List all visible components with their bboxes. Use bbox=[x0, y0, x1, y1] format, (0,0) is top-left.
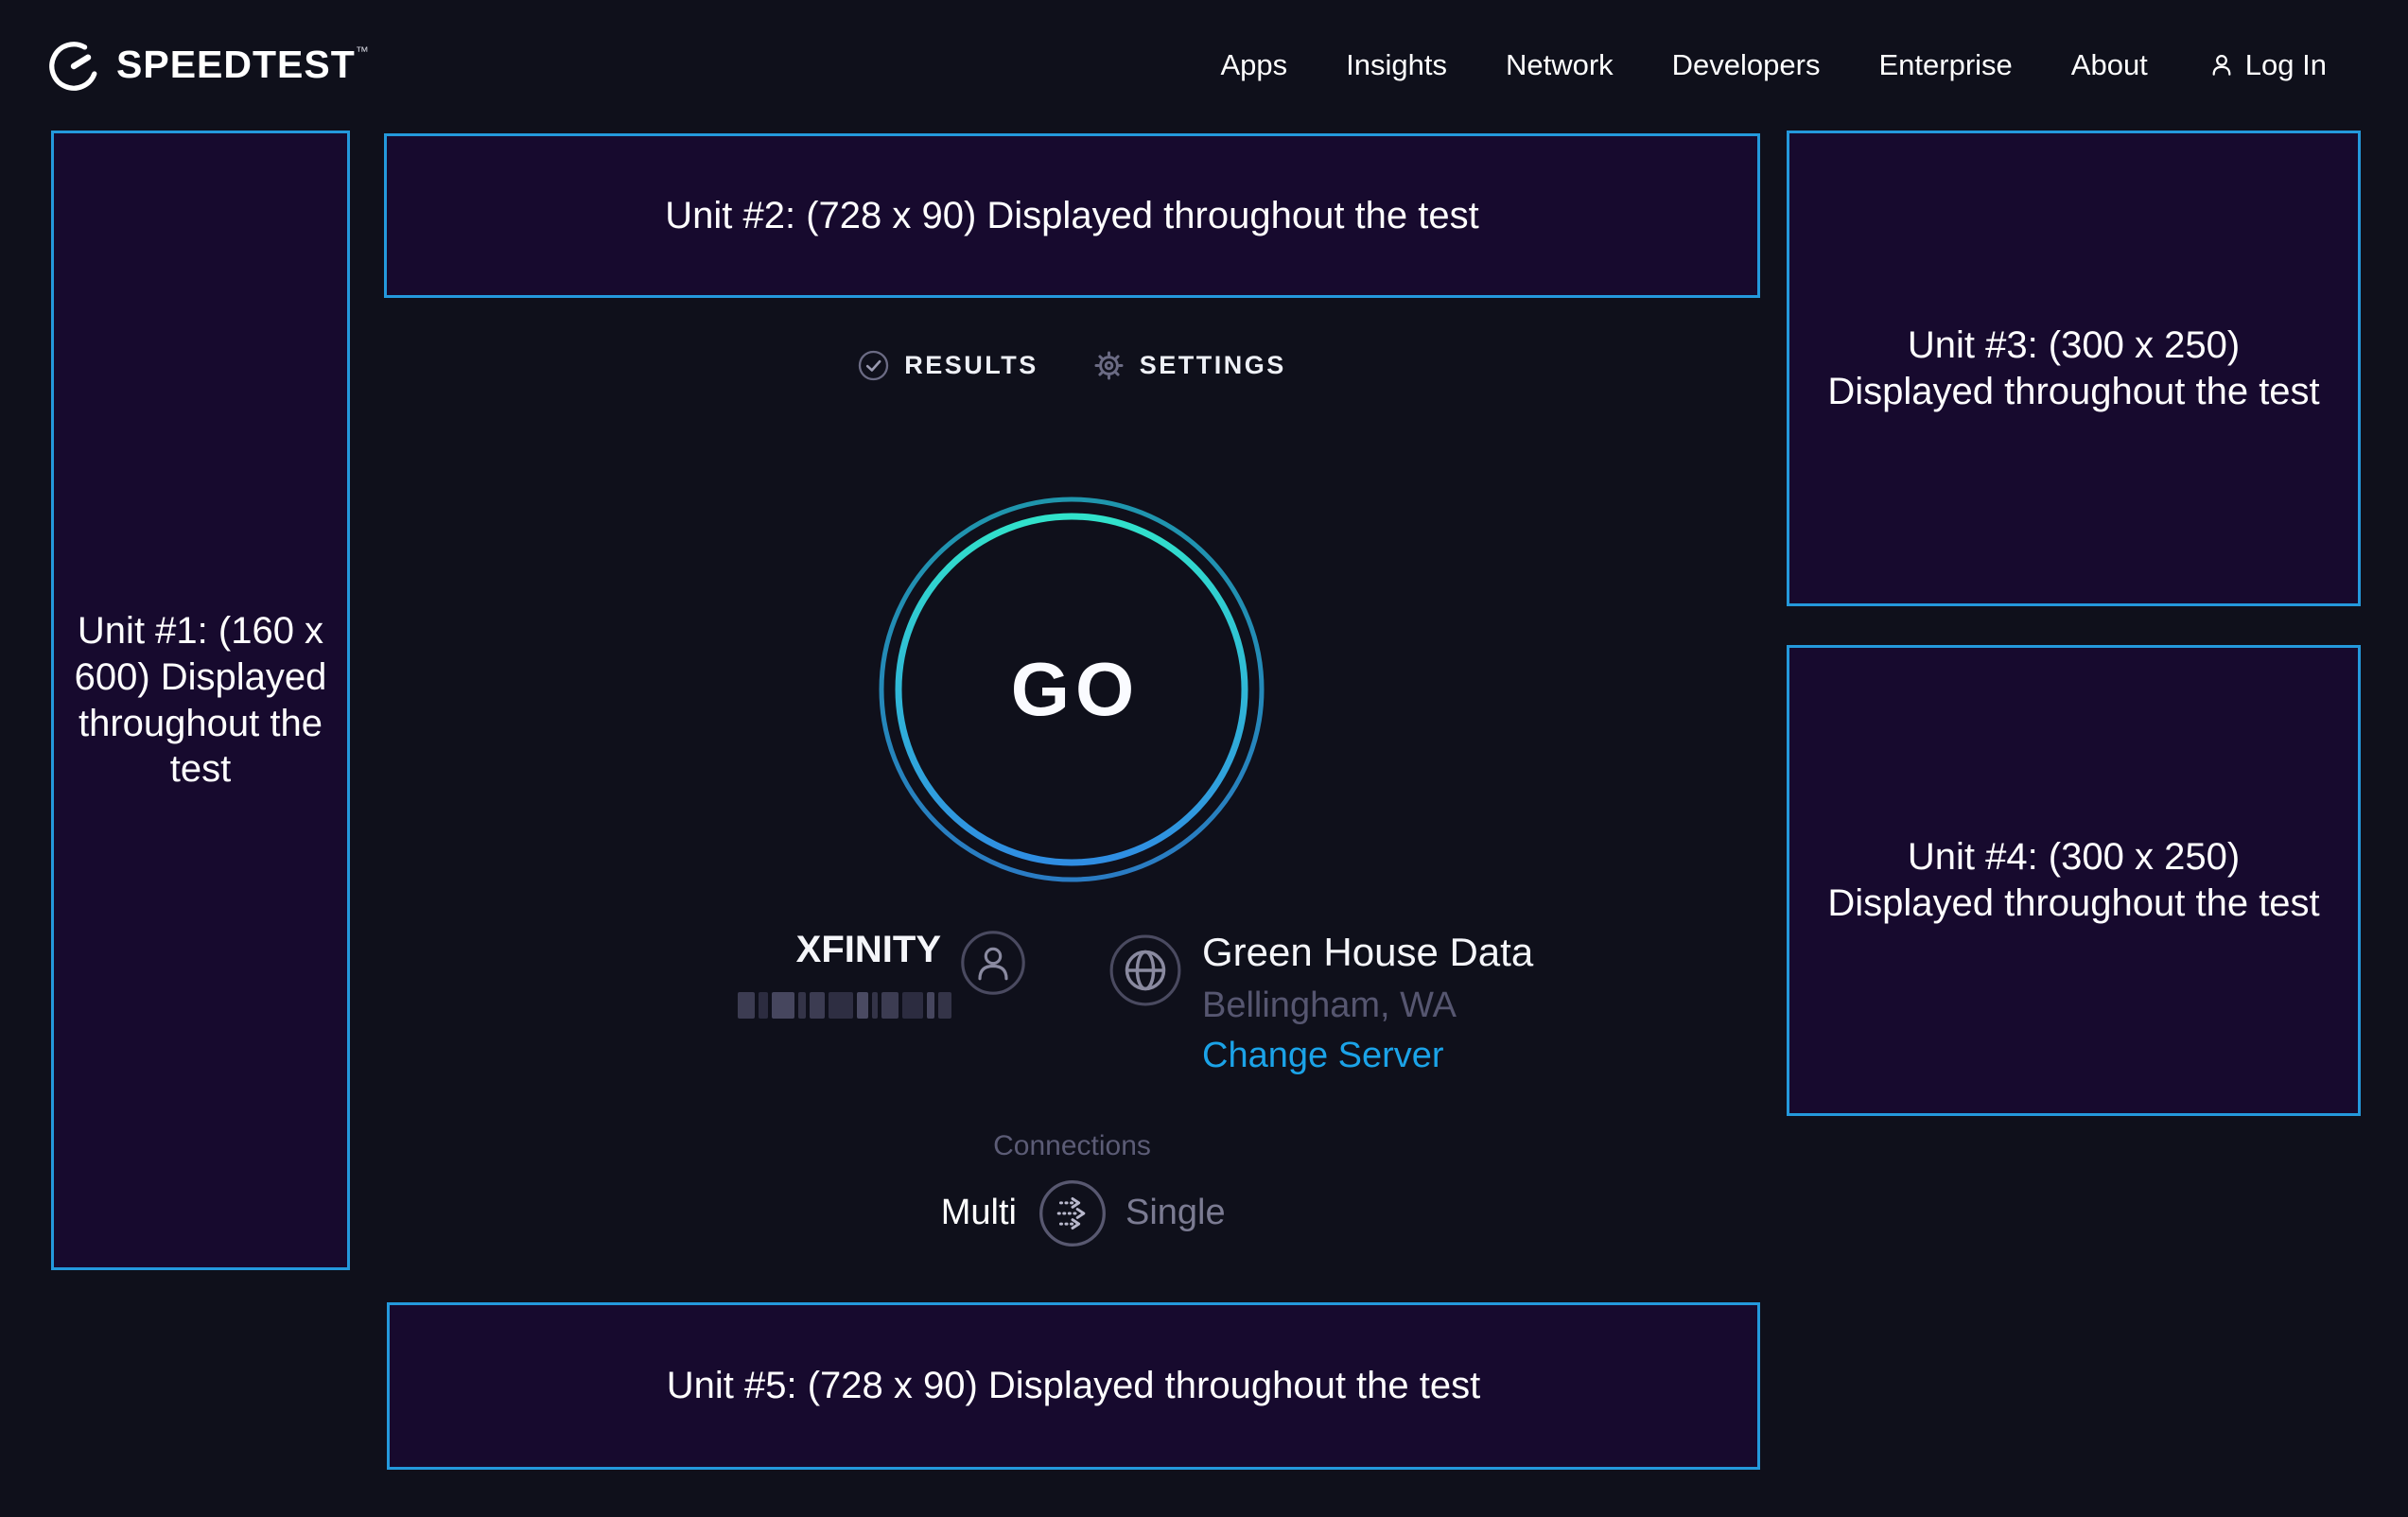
speedtest-gauge-icon bbox=[49, 42, 97, 91]
ad-unit-4[interactable]: Unit #4: (300 x 250) Displayed throughou… bbox=[1787, 645, 2361, 1116]
isp-avatar-icon bbox=[961, 931, 1025, 995]
go-rings bbox=[879, 497, 1265, 882]
isp-name: XFINITY bbox=[795, 929, 941, 970]
nav-item-apps[interactable]: Apps bbox=[1220, 48, 1288, 81]
person-icon bbox=[2212, 54, 2231, 76]
ad-unit-1[interactable]: Unit #1: (160 x 600) Displayed throughou… bbox=[51, 131, 350, 1270]
ad-unit-5[interactable]: Unit #5: (728 x 90) Displayed throughout… bbox=[387, 1302, 1760, 1470]
connections-multi-option[interactable]: Multi bbox=[940, 1193, 1017, 1232]
server-name: Green House Data bbox=[1202, 930, 1534, 974]
ad-unit-5-text: Unit #5: (728 x 90) Displayed throughout… bbox=[666, 1365, 1481, 1407]
tab-results-label: RESULTS bbox=[904, 350, 1038, 379]
server-info: Green House Data Bellingham, WA Change S… bbox=[1202, 930, 1533, 1076]
connections-title: Connections bbox=[993, 1130, 1151, 1161]
connections-single-option[interactable]: Single bbox=[1125, 1193, 1226, 1232]
ad-unit-2-text: Unit #2: (728 x 90) Displayed throughout… bbox=[665, 194, 1479, 236]
login-label: Log In bbox=[2244, 48, 2327, 81]
change-server-link[interactable]: Change Server bbox=[1202, 1036, 1444, 1075]
nav-item-enterprise[interactable]: Enterprise bbox=[1878, 48, 2013, 81]
connections-toggle-icon[interactable] bbox=[1038, 1178, 1108, 1248]
server-location: Bellingham, WA bbox=[1202, 985, 1457, 1025]
gear-icon bbox=[1094, 350, 1124, 380]
brand-trademark: ™ bbox=[355, 44, 369, 59]
header: SPEEDTEST™ Apps Insights Network Develop… bbox=[0, 0, 2408, 131]
go-button[interactable]: GO bbox=[873, 491, 1270, 888]
tab-results[interactable]: RESULTS bbox=[858, 350, 1038, 381]
ad-unit-4-text: Unit #4: (300 x 250) Displayed throughou… bbox=[1827, 836, 2320, 924]
go-label: GO bbox=[1010, 647, 1141, 731]
login-button[interactable]: Log In bbox=[2207, 48, 2327, 82]
nav-item-insights[interactable]: Insights bbox=[1346, 48, 1447, 81]
brand-logo[interactable]: SPEEDTEST™ bbox=[46, 37, 369, 94]
brand-name: SPEEDTEST bbox=[116, 43, 356, 86]
nav-item-developers[interactable]: Developers bbox=[1671, 48, 1821, 81]
nav-item-about[interactable]: About bbox=[2070, 48, 2148, 81]
tab-settings[interactable]: SETTINGS bbox=[1093, 350, 1286, 381]
ad-unit-2[interactable]: Unit #2: (728 x 90) Displayed throughout… bbox=[384, 133, 1760, 298]
ad-unit-3-text: Unit #3: (300 x 250) Displayed throughou… bbox=[1827, 323, 2320, 412]
server-globe-icon bbox=[1109, 934, 1181, 1006]
ad-unit-1-text: Unit #1: (160 x 600) Displayed throughou… bbox=[74, 609, 327, 791]
nav-item-network[interactable]: Network bbox=[1505, 48, 1614, 81]
tab-settings-label: SETTINGS bbox=[1139, 350, 1286, 379]
tab-bar: RESULTS SETTINGS bbox=[384, 339, 1760, 392]
ad-unit-3[interactable]: Unit #3: (300 x 250) Displayed throughou… bbox=[1787, 131, 2361, 606]
redacted-ip-blur bbox=[738, 992, 951, 1019]
check-circle-icon bbox=[859, 350, 889, 380]
main-nav: Apps Insights Network Developers Enterpr… bbox=[1220, 48, 2327, 82]
